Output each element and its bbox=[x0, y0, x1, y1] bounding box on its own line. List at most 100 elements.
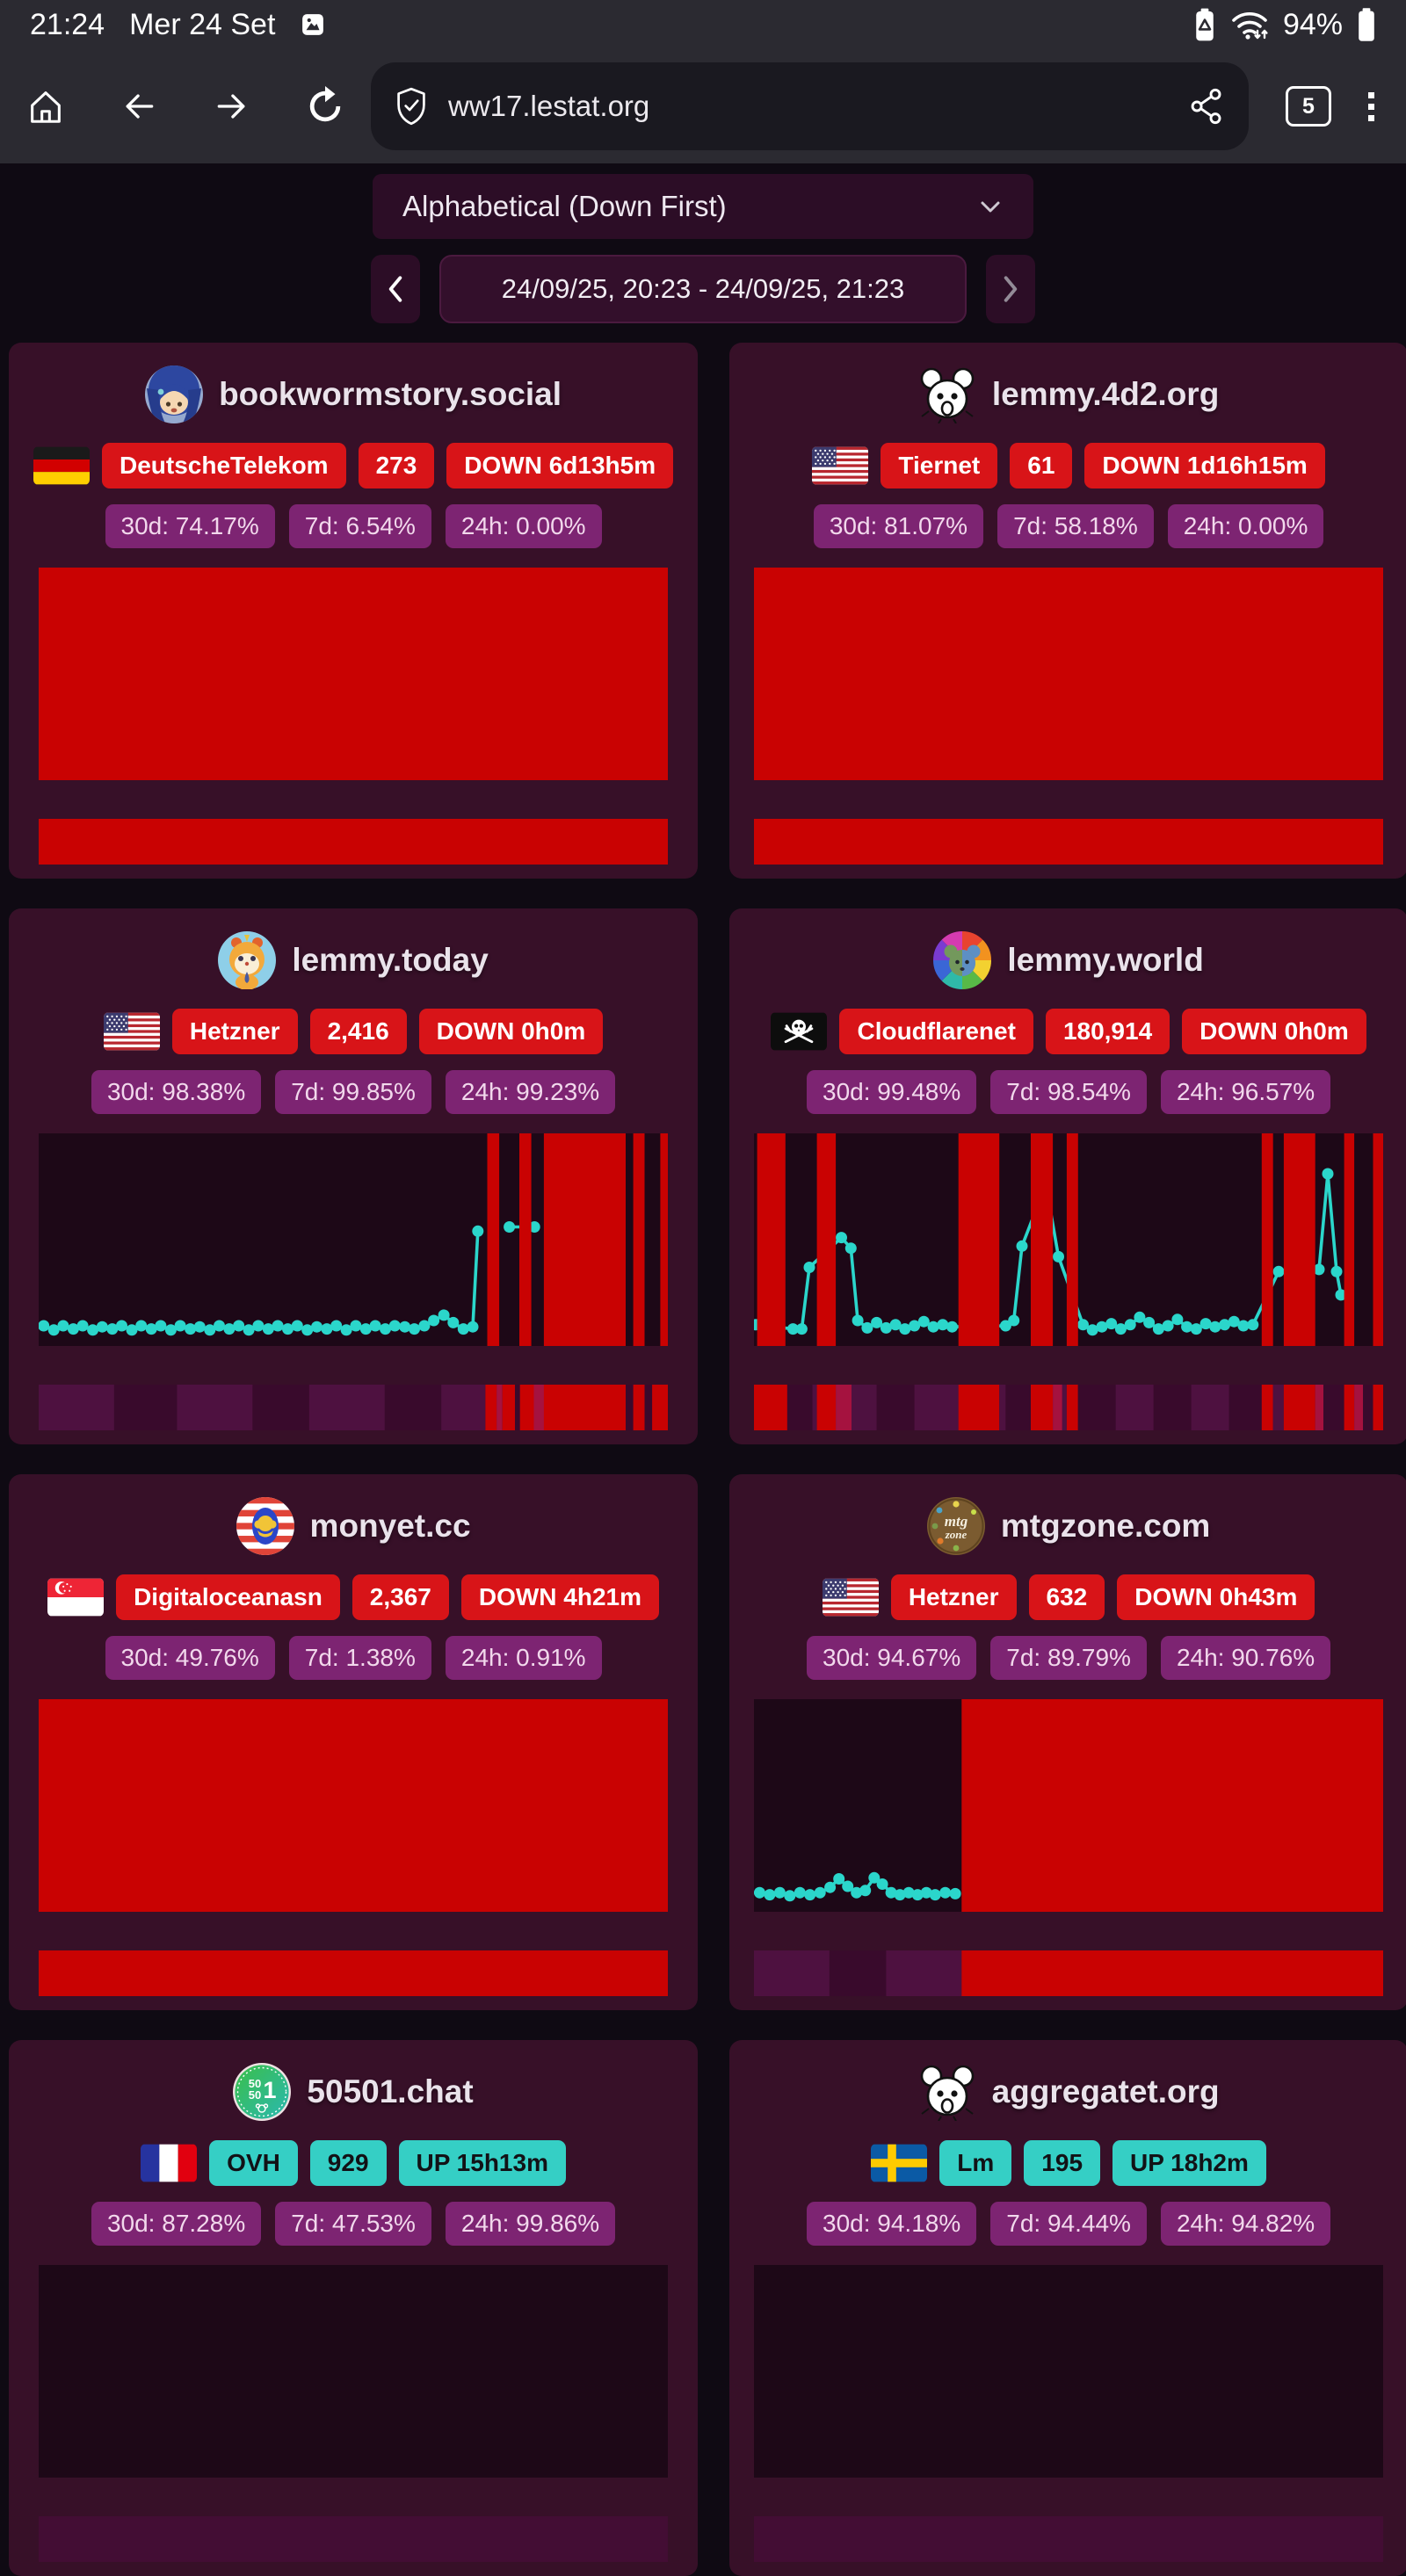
shield-check-icon bbox=[395, 87, 427, 126]
uptime-heatmap bbox=[754, 2516, 1384, 2562]
instance-title: lemmy.world bbox=[1007, 942, 1204, 978]
instance-header: monyet.cc bbox=[236, 1495, 471, 1557]
uptime-stats-row: 30d: 98.38% 7d: 99.85% 24h: 99.23% bbox=[91, 1070, 616, 1114]
stat-30d-badge: 30d: 74.17% bbox=[105, 504, 275, 548]
stat-24h-badge: 24h: 96.57% bbox=[1160, 1070, 1331, 1114]
uptime-stats-row: 30d: 81.07% 7d: 58.18% 24h: 0.00% bbox=[813, 504, 1324, 548]
instance-title: aggregatet.org bbox=[991, 2073, 1220, 2109]
flag-se-icon bbox=[871, 2144, 928, 2182]
wifi-icon bbox=[1230, 8, 1269, 41]
home-button[interactable] bbox=[25, 85, 67, 127]
instance-card[interactable]: lemmy.4d2.org Tiernet 61 DOWN 1d16h15m 3… bbox=[729, 343, 1406, 879]
stat-24h-badge: 24h: 90.76% bbox=[1160, 1636, 1331, 1680]
instance-card[interactable]: lemmy.world Cloudflarenet 180,914 DOWN 0… bbox=[729, 908, 1406, 1444]
uptime-heatmap bbox=[39, 1950, 669, 1996]
instance-card[interactable]: mtg zone mtgzone.com Hetzner 632 DOWN 0h4… bbox=[729, 1474, 1406, 2010]
bookworm-avatar-icon bbox=[145, 365, 204, 423]
status-right: 94% bbox=[1193, 8, 1376, 42]
latency-chart bbox=[39, 1133, 669, 1346]
status-badge: DOWN 0h43m bbox=[1117, 1574, 1315, 1620]
stat-24h-badge: 24h: 99.86% bbox=[445, 2202, 616, 2246]
stat-7d-badge: 7d: 47.53% bbox=[275, 2202, 431, 2246]
screenshot-icon bbox=[300, 11, 326, 38]
user-count-badge: 273 bbox=[358, 443, 435, 488]
instance-title: lemmy.today bbox=[292, 942, 489, 978]
svg-text:50: 50 bbox=[249, 2088, 261, 2102]
uptime-stats-row: 30d: 49.76% 7d: 1.38% 24h: 0.91% bbox=[105, 1636, 602, 1680]
latency-chart bbox=[754, 568, 1384, 780]
svg-text:mtg: mtg bbox=[945, 1513, 968, 1530]
battery-icon bbox=[1357, 8, 1376, 41]
url-bar[interactable]: ww17.lestat.org bbox=[371, 62, 1249, 150]
status-badge: DOWN 6d13h5m bbox=[446, 443, 674, 488]
stat-24h-badge: 24h: 0.91% bbox=[445, 1636, 602, 1680]
instance-title: monyet.cc bbox=[309, 1508, 471, 1544]
uptime-stats-row: 30d: 94.67% 7d: 89.79% 24h: 90.76% bbox=[807, 1636, 1331, 1680]
asn-badge: Digitaloceanasn bbox=[116, 1574, 340, 1620]
menu-kebab-icon[interactable] bbox=[1361, 89, 1381, 125]
flag-us-icon bbox=[103, 1012, 160, 1051]
stat-24h-badge: 24h: 94.82% bbox=[1160, 2202, 1331, 2246]
badge-row: Cloudflarenet 180,914 DOWN 0h0m bbox=[771, 1009, 1366, 1054]
instance-card[interactable]: aggregatet.org Lm 195 UP 18h2m 30d: 94.1… bbox=[729, 2040, 1406, 2576]
stat-7d-badge: 7d: 94.44% bbox=[990, 2202, 1147, 2246]
instance-title: lemmy.4d2.org bbox=[991, 376, 1220, 412]
stat-30d-badge: 30d: 94.67% bbox=[807, 1636, 977, 1680]
instance-card[interactable]: monyet.cc Digitaloceanasn 2,367 DOWN 4h2… bbox=[9, 1474, 699, 2010]
date-range-nav: 24/09/25, 20:23 - 24/09/25, 21:23 bbox=[0, 255, 1406, 323]
flag-us-icon bbox=[812, 446, 869, 485]
svg-text:50: 50 bbox=[249, 2077, 261, 2090]
share-icon[interactable] bbox=[1189, 87, 1224, 126]
reload-button[interactable] bbox=[304, 85, 346, 127]
status-badge: DOWN 0h0m bbox=[418, 1009, 604, 1054]
sort-dropdown[interactable]: Alphabetical (Down First) bbox=[373, 174, 1033, 239]
instance-title: mtgzone.com bbox=[1000, 1508, 1211, 1544]
badge-row: Hetzner 2,416 DOWN 0h0m bbox=[103, 1009, 604, 1054]
instance-header: lemmy.world bbox=[933, 930, 1204, 991]
uptime-heatmap bbox=[39, 2516, 669, 2562]
clock: 21:24 bbox=[30, 7, 105, 41]
latency-chart bbox=[39, 1699, 669, 1912]
stat-7d-badge: 7d: 1.38% bbox=[288, 1636, 431, 1680]
stat-30d-badge: 30d: 49.76% bbox=[105, 1636, 275, 1680]
instance-card[interactable]: bookwormstory.social DeutscheTelekom 273… bbox=[9, 343, 699, 879]
status-left: 21:24 Mer 24 Set bbox=[30, 8, 326, 42]
tab-counter[interactable]: 5 bbox=[1286, 86, 1331, 127]
status-badge: DOWN 1d16h15m bbox=[1084, 443, 1325, 488]
asn-badge: DeutscheTelekom bbox=[102, 443, 346, 488]
asn-badge: Hetzner bbox=[171, 1009, 298, 1054]
stat-7d-badge: 7d: 89.79% bbox=[990, 1636, 1147, 1680]
user-count-badge: 632 bbox=[1028, 1574, 1105, 1620]
status-badge: UP 15h13m bbox=[398, 2140, 566, 2186]
badge-row: Tiernet 61 DOWN 1d16h15m bbox=[812, 443, 1325, 488]
instance-header: aggregatet.org bbox=[918, 2061, 1220, 2123]
next-range-button[interactable] bbox=[986, 255, 1035, 323]
uptime-heatmap bbox=[754, 1950, 1384, 1996]
mouse-avatar-icon bbox=[918, 2063, 976, 2121]
stat-24h-badge: 24h: 99.23% bbox=[445, 1070, 616, 1114]
status-badge: UP 18h2m bbox=[1112, 2140, 1266, 2186]
svg-text:1: 1 bbox=[264, 2077, 277, 2103]
user-count-badge: 61 bbox=[1010, 443, 1073, 488]
stat-7d-badge: 7d: 99.85% bbox=[275, 1070, 431, 1114]
instance-header: mtg zone mtgzone.com bbox=[926, 1495, 1211, 1557]
stat-7d-badge: 7d: 98.54% bbox=[990, 1070, 1147, 1114]
uptime-heatmap bbox=[39, 1385, 669, 1430]
world-avatar-icon bbox=[933, 931, 992, 989]
prev-range-button[interactable] bbox=[371, 255, 420, 323]
badge-row: Hetzner 632 DOWN 0h43m bbox=[822, 1574, 1315, 1620]
asn-badge: OVH bbox=[209, 2140, 298, 2186]
uptime-stats-row: 30d: 99.48% 7d: 98.54% 24h: 96.57% bbox=[807, 1070, 1331, 1114]
instance-card[interactable]: 50 50 1 50501.chat OVH 929 UP 15h13m 30d: … bbox=[9, 2040, 699, 2576]
uptime-stats-row: 30d: 87.28% 7d: 47.53% 24h: 99.86% bbox=[91, 2202, 616, 2246]
date-range-display[interactable]: 24/09/25, 20:23 - 24/09/25, 21:23 bbox=[439, 255, 967, 323]
stat-30d-badge: 30d: 87.28% bbox=[91, 2202, 262, 2246]
forward-button[interactable] bbox=[211, 85, 253, 127]
flag-fr-icon bbox=[141, 2144, 198, 2182]
instance-card[interactable]: lemmy.today Hetzner 2,416 DOWN 0h0m 30d:… bbox=[9, 908, 699, 1444]
back-button[interactable] bbox=[118, 85, 160, 127]
instance-header: lemmy.4d2.org bbox=[918, 364, 1219, 425]
latency-chart bbox=[39, 2265, 669, 2478]
instance-title: bookwormstory.social bbox=[219, 376, 562, 412]
latency-chart bbox=[39, 568, 669, 780]
